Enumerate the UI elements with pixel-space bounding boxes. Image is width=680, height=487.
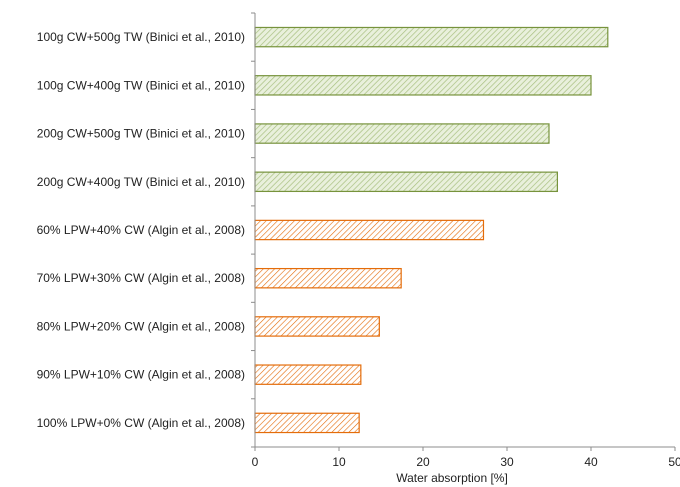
bar-algin xyxy=(254,219,485,241)
category-label: 100% LPW+0% CW (Algin et al., 2008) xyxy=(37,416,245,430)
x-axis-title: Water absorption [%] xyxy=(396,471,508,485)
category-label: 100g CW+400g TW (Binici et al., 2010) xyxy=(37,78,245,92)
category-label: 80% LPW+20% CW (Algin et al., 2008) xyxy=(37,319,245,333)
x-tick-label: 20 xyxy=(416,455,430,469)
category-labels: 100g CW+500g TW (Binici et al., 2010) 100… xyxy=(37,30,245,430)
bar-binici xyxy=(254,123,550,144)
x-tick-label: 40 xyxy=(584,455,598,469)
category-label: 90% LPW+10% CW (Algin et al., 2008) xyxy=(37,368,245,382)
plot-area: 0 10 20 30 40 50 xyxy=(251,12,680,469)
y-axis-ticks xyxy=(251,12,255,448)
bar-algin xyxy=(254,412,360,434)
bar-algin xyxy=(254,364,362,385)
x-tick-label: 10 xyxy=(332,455,346,469)
category-label: 70% LPW+30% CW (Algin et al., 2008) xyxy=(37,271,245,285)
bar-binici xyxy=(254,75,592,96)
bar-binici xyxy=(254,26,609,48)
category-label: 60% LPW+40% CW (Algin et al., 2008) xyxy=(37,223,245,237)
x-axis-ticks: 0 10 20 30 40 50 xyxy=(252,447,680,469)
bar-algin xyxy=(254,316,380,337)
x-tick-label: 50 xyxy=(668,455,680,469)
category-label: 200g CW+500g TW (Binici et al., 2010) xyxy=(37,127,245,141)
bar-algin xyxy=(254,267,402,289)
category-label: 200g CW+400g TW (Binici et al., 2010) xyxy=(37,175,245,189)
x-tick-label: 0 xyxy=(252,455,259,469)
bars xyxy=(254,26,609,434)
category-label: 100g CW+500g TW (Binici et al., 2010) xyxy=(37,30,245,44)
bar-binici xyxy=(254,171,558,193)
x-tick-label: 30 xyxy=(500,455,514,469)
